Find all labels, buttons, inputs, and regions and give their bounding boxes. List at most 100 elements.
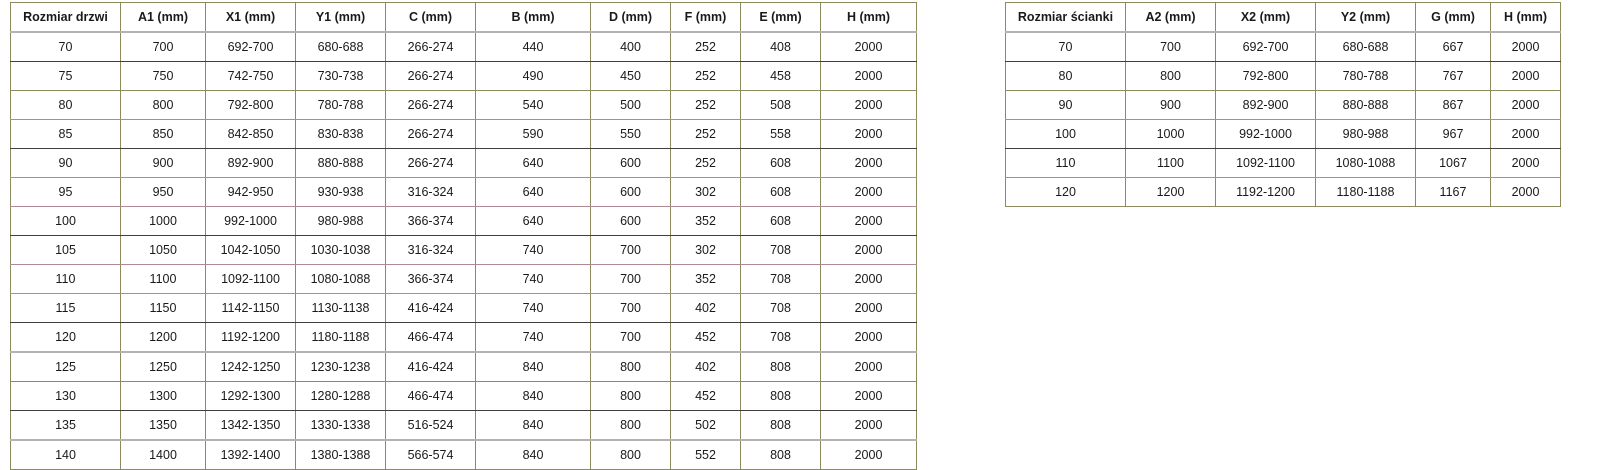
column-header-x1: X1 (mm) [205, 2, 296, 33]
table-row: 90 900 892-900 880-888 266-274 640 600 2… [10, 148, 917, 178]
cell: 125 [10, 352, 121, 382]
cell: 130 [10, 381, 121, 411]
door-size-table: Rozmiar drzwi A1 (mm) X1 (mm) Y1 (mm) C … [10, 2, 917, 470]
cell: 440 [475, 32, 591, 62]
cell: 302 [670, 177, 741, 207]
cell: 1042-1050 [205, 235, 296, 265]
cell: 2000 [1490, 119, 1561, 149]
cell: 808 [740, 352, 821, 382]
cell: 730-738 [295, 61, 386, 91]
cell: 2000 [820, 352, 917, 382]
cell: 1092-1100 [1215, 148, 1316, 178]
cell: 2000 [820, 32, 917, 62]
cell: 140 [10, 440, 121, 470]
cell: 508 [740, 90, 821, 120]
cell: 408 [740, 32, 821, 62]
cell: 850 [120, 119, 206, 149]
cell: 90 [1005, 90, 1126, 120]
cell: 2000 [820, 206, 917, 236]
column-header-e: E (mm) [740, 2, 821, 33]
cell: 366-374 [385, 206, 476, 236]
cell: 2000 [820, 264, 917, 294]
cell: 1142-1150 [205, 293, 296, 323]
table-row: 100 1000 992-1000 980-988 967 2000 [1005, 119, 1561, 149]
cell: 2000 [820, 440, 917, 470]
table-row: 70 700 692-700 680-688 266-274 440 400 2… [10, 32, 917, 62]
table-row: 85 850 842-850 830-838 266-274 590 550 2… [10, 119, 917, 149]
column-header-y1: Y1 (mm) [295, 2, 386, 33]
cell: 252 [670, 90, 741, 120]
cell: 1030-1038 [295, 235, 386, 265]
cell: 900 [1125, 90, 1216, 120]
cell: 416-424 [385, 293, 476, 323]
cell: 2000 [820, 322, 917, 353]
table-row: 105 1050 1042-1050 1030-1038 316-324 740… [10, 235, 917, 265]
cell: 105 [10, 235, 121, 265]
cell: 692-700 [205, 32, 296, 62]
cell: 316-324 [385, 235, 476, 265]
cell: 352 [670, 264, 741, 294]
cell: 1180-1188 [1315, 177, 1416, 207]
cell: 1080-1088 [295, 264, 386, 294]
cell: 252 [670, 32, 741, 62]
cell: 792-800 [1215, 61, 1316, 91]
column-header-h: H (mm) [1490, 2, 1561, 33]
cell: 1067 [1415, 148, 1491, 178]
cell: 700 [590, 293, 671, 323]
cell: 992-1000 [205, 206, 296, 236]
cell: 70 [10, 32, 121, 62]
column-header-rozmiar-drzwi: Rozmiar drzwi [10, 2, 121, 33]
spec-sheet: Rozmiar drzwi A1 (mm) X1 (mm) Y1 (mm) C … [10, 2, 1561, 470]
cell: 1000 [120, 206, 206, 236]
cell: 867 [1415, 90, 1491, 120]
cell: 808 [740, 440, 821, 470]
cell: 95 [10, 177, 121, 207]
cell: 1292-1300 [205, 381, 296, 411]
cell: 840 [475, 440, 591, 470]
cell: 1167 [1415, 177, 1491, 207]
cell: 110 [10, 264, 121, 294]
table-header-row: Rozmiar drzwi A1 (mm) X1 (mm) Y1 (mm) C … [10, 2, 917, 33]
column-header-a2: A2 (mm) [1125, 2, 1216, 33]
cell: 466-474 [385, 381, 476, 411]
cell: 2000 [820, 293, 917, 323]
table-row: 135 1350 1342-1350 1330-1338 516-524 840… [10, 410, 917, 441]
cell: 800 [590, 410, 671, 441]
cell: 266-274 [385, 90, 476, 120]
cell: 252 [670, 119, 741, 149]
cell: 2000 [820, 119, 917, 149]
cell: 700 [1125, 32, 1216, 62]
cell: 980-988 [1315, 119, 1416, 149]
cell: 550 [590, 119, 671, 149]
column-header-h: H (mm) [820, 2, 917, 33]
cell: 700 [590, 235, 671, 265]
cell: 780-788 [1315, 61, 1416, 91]
cell: 842-850 [205, 119, 296, 149]
cell: 967 [1415, 119, 1491, 149]
cell: 708 [740, 322, 821, 353]
cell: 452 [670, 381, 741, 411]
cell: 700 [590, 264, 671, 294]
cell: 700 [590, 322, 671, 353]
cell: 2000 [820, 235, 917, 265]
cell: 942-950 [205, 177, 296, 207]
cell: 2000 [820, 90, 917, 120]
cell: 780-788 [295, 90, 386, 120]
table-header-row: Rozmiar ścianki A2 (mm) X2 (mm) Y2 (mm) … [1005, 2, 1561, 33]
cell: 640 [475, 177, 591, 207]
cell: 2000 [820, 61, 917, 91]
cell: 800 [120, 90, 206, 120]
cell: 992-1000 [1215, 119, 1316, 149]
cell: 490 [475, 61, 591, 91]
cell: 640 [475, 148, 591, 178]
cell: 880-888 [295, 148, 386, 178]
cell: 416-424 [385, 352, 476, 382]
cell: 740 [475, 235, 591, 265]
cell: 266-274 [385, 148, 476, 178]
cell: 767 [1415, 61, 1491, 91]
cell: 2000 [820, 148, 917, 178]
cell: 402 [670, 352, 741, 382]
column-header-g: G (mm) [1415, 2, 1491, 33]
cell: 266-274 [385, 119, 476, 149]
cell: 2000 [1490, 148, 1561, 178]
